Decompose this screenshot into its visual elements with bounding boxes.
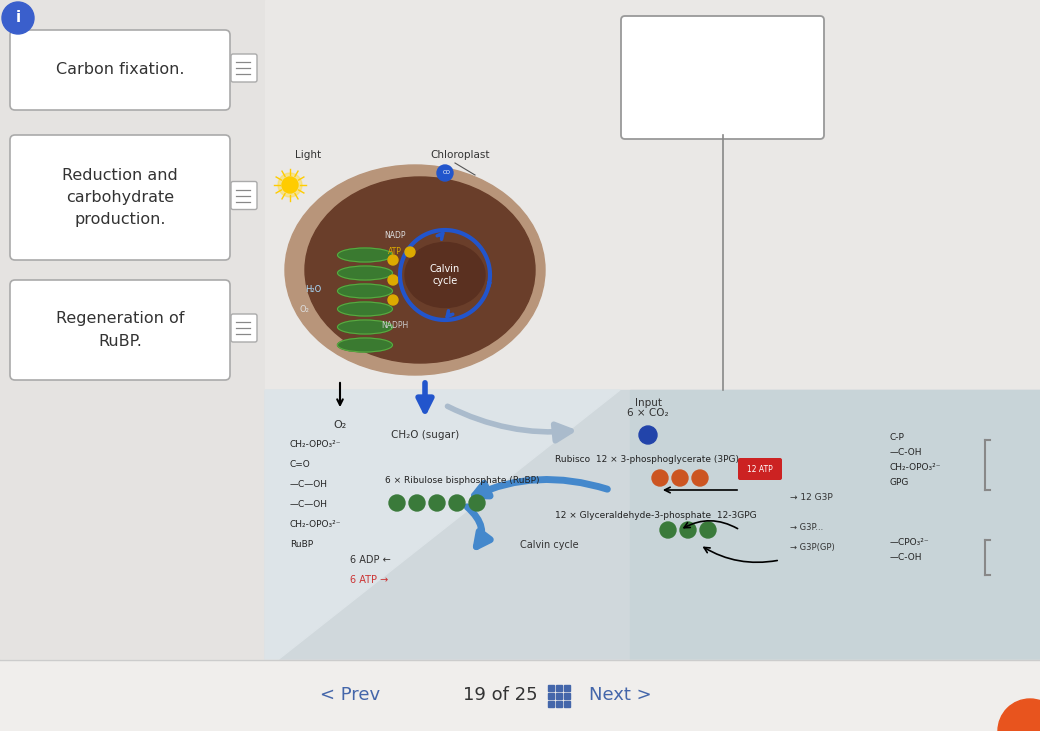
Circle shape	[388, 255, 398, 265]
Circle shape	[278, 173, 302, 197]
Circle shape	[692, 470, 708, 486]
Text: H₂O: H₂O	[305, 286, 321, 295]
Text: NADP: NADP	[384, 230, 406, 240]
Text: —CPO₃²⁻: —CPO₃²⁻	[890, 538, 930, 547]
Text: 12 × Glyceraldehyde-3-phosphate  12-3GPG: 12 × Glyceraldehyde-3-phosphate 12-3GPG	[555, 510, 757, 520]
Ellipse shape	[305, 177, 535, 363]
Text: CO: CO	[443, 170, 451, 175]
Text: CH₂-OPO₃²⁻: CH₂-OPO₃²⁻	[890, 463, 941, 472]
Text: C=O: C=O	[290, 460, 311, 469]
Circle shape	[998, 699, 1040, 731]
FancyBboxPatch shape	[10, 280, 230, 380]
Ellipse shape	[338, 266, 392, 280]
Text: Next >: Next >	[589, 686, 651, 704]
Ellipse shape	[338, 320, 392, 334]
Bar	[556, 701, 562, 707]
Text: —C—OH: —C—OH	[290, 500, 328, 509]
Circle shape	[680, 522, 696, 538]
Ellipse shape	[405, 243, 485, 308]
Text: O₂: O₂	[300, 306, 310, 314]
Bar	[0, 660, 1040, 731]
Text: GPG: GPG	[890, 478, 909, 487]
Bar	[564, 685, 570, 691]
Text: —C-OH: —C-OH	[890, 448, 922, 457]
Circle shape	[282, 177, 298, 193]
Polygon shape	[265, 390, 620, 670]
Text: i: i	[16, 10, 21, 26]
Bar	[548, 701, 554, 707]
Text: —C—OH: —C—OH	[290, 480, 328, 489]
Text: CH₂O (sugar): CH₂O (sugar)	[391, 430, 459, 440]
Text: O₂: O₂	[334, 420, 346, 430]
Circle shape	[672, 470, 688, 486]
Bar	[556, 693, 562, 699]
Text: Chloroplast: Chloroplast	[430, 150, 490, 160]
Bar	[564, 701, 570, 707]
FancyBboxPatch shape	[231, 54, 257, 82]
Bar	[630, 390, 1040, 670]
Ellipse shape	[338, 338, 392, 352]
Circle shape	[389, 495, 405, 511]
FancyBboxPatch shape	[10, 30, 230, 110]
Ellipse shape	[338, 248, 392, 262]
Text: Light: Light	[295, 150, 321, 160]
Text: → G3P...: → G3P...	[790, 523, 824, 532]
Circle shape	[469, 495, 485, 511]
Circle shape	[388, 295, 398, 305]
Text: < Prev: < Prev	[320, 686, 380, 704]
Text: → 12 G3P: → 12 G3P	[790, 493, 833, 502]
Text: Calvin
cycle: Calvin cycle	[430, 264, 460, 286]
FancyBboxPatch shape	[231, 181, 257, 210]
Circle shape	[2, 2, 34, 34]
Text: → G3P(GP): → G3P(GP)	[790, 543, 835, 552]
Text: CH₂-OPO₃²⁻: CH₂-OPO₃²⁻	[290, 440, 341, 449]
Text: Calvin cycle: Calvin cycle	[520, 540, 578, 550]
Text: ATP: ATP	[388, 248, 401, 257]
Circle shape	[660, 522, 676, 538]
Circle shape	[388, 275, 398, 285]
Text: 6 ATP →: 6 ATP →	[350, 575, 388, 585]
Bar	[548, 693, 554, 699]
Text: —C-OH: —C-OH	[890, 553, 922, 562]
Bar	[265, 0, 1040, 390]
Text: Reduction and
carbohydrate
production.: Reduction and carbohydrate production.	[62, 168, 178, 227]
Text: C-P: C-P	[890, 433, 905, 442]
Circle shape	[700, 522, 716, 538]
Circle shape	[405, 247, 415, 257]
Ellipse shape	[285, 165, 545, 375]
Ellipse shape	[338, 284, 392, 298]
Text: 19 of 25: 19 of 25	[463, 686, 538, 704]
Text: Input: Input	[634, 398, 661, 408]
Circle shape	[430, 495, 445, 511]
Bar	[548, 685, 554, 691]
Bar	[265, 390, 1040, 670]
Bar	[564, 693, 570, 699]
Text: 6 × CO₂: 6 × CO₂	[627, 408, 669, 418]
Text: Rubisco  12 × 3-phosphoglycerate (3PG): Rubisco 12 × 3-phosphoglycerate (3PG)	[555, 455, 739, 464]
Circle shape	[639, 426, 657, 444]
Text: Regeneration of
RuBP.: Regeneration of RuBP.	[56, 311, 184, 349]
Text: 12 ATP: 12 ATP	[747, 464, 773, 474]
FancyBboxPatch shape	[10, 135, 230, 260]
FancyBboxPatch shape	[621, 16, 824, 139]
Text: 6 ADP ←: 6 ADP ←	[350, 555, 391, 565]
FancyBboxPatch shape	[738, 458, 782, 480]
Text: NADPH: NADPH	[382, 320, 409, 330]
FancyBboxPatch shape	[231, 314, 257, 342]
Circle shape	[652, 470, 668, 486]
Circle shape	[409, 495, 425, 511]
Ellipse shape	[338, 302, 392, 316]
Circle shape	[437, 165, 453, 181]
Bar	[0, 0, 265, 660]
Text: 6 × Ribulose bisphosphate (RuBP): 6 × Ribulose bisphosphate (RuBP)	[385, 476, 540, 485]
Text: RuBP: RuBP	[290, 540, 313, 549]
Text: Carbon fixation.: Carbon fixation.	[56, 62, 184, 77]
Bar	[556, 685, 562, 691]
Circle shape	[449, 495, 465, 511]
Text: CH₂-OPO₃²⁻: CH₂-OPO₃²⁻	[290, 520, 341, 529]
